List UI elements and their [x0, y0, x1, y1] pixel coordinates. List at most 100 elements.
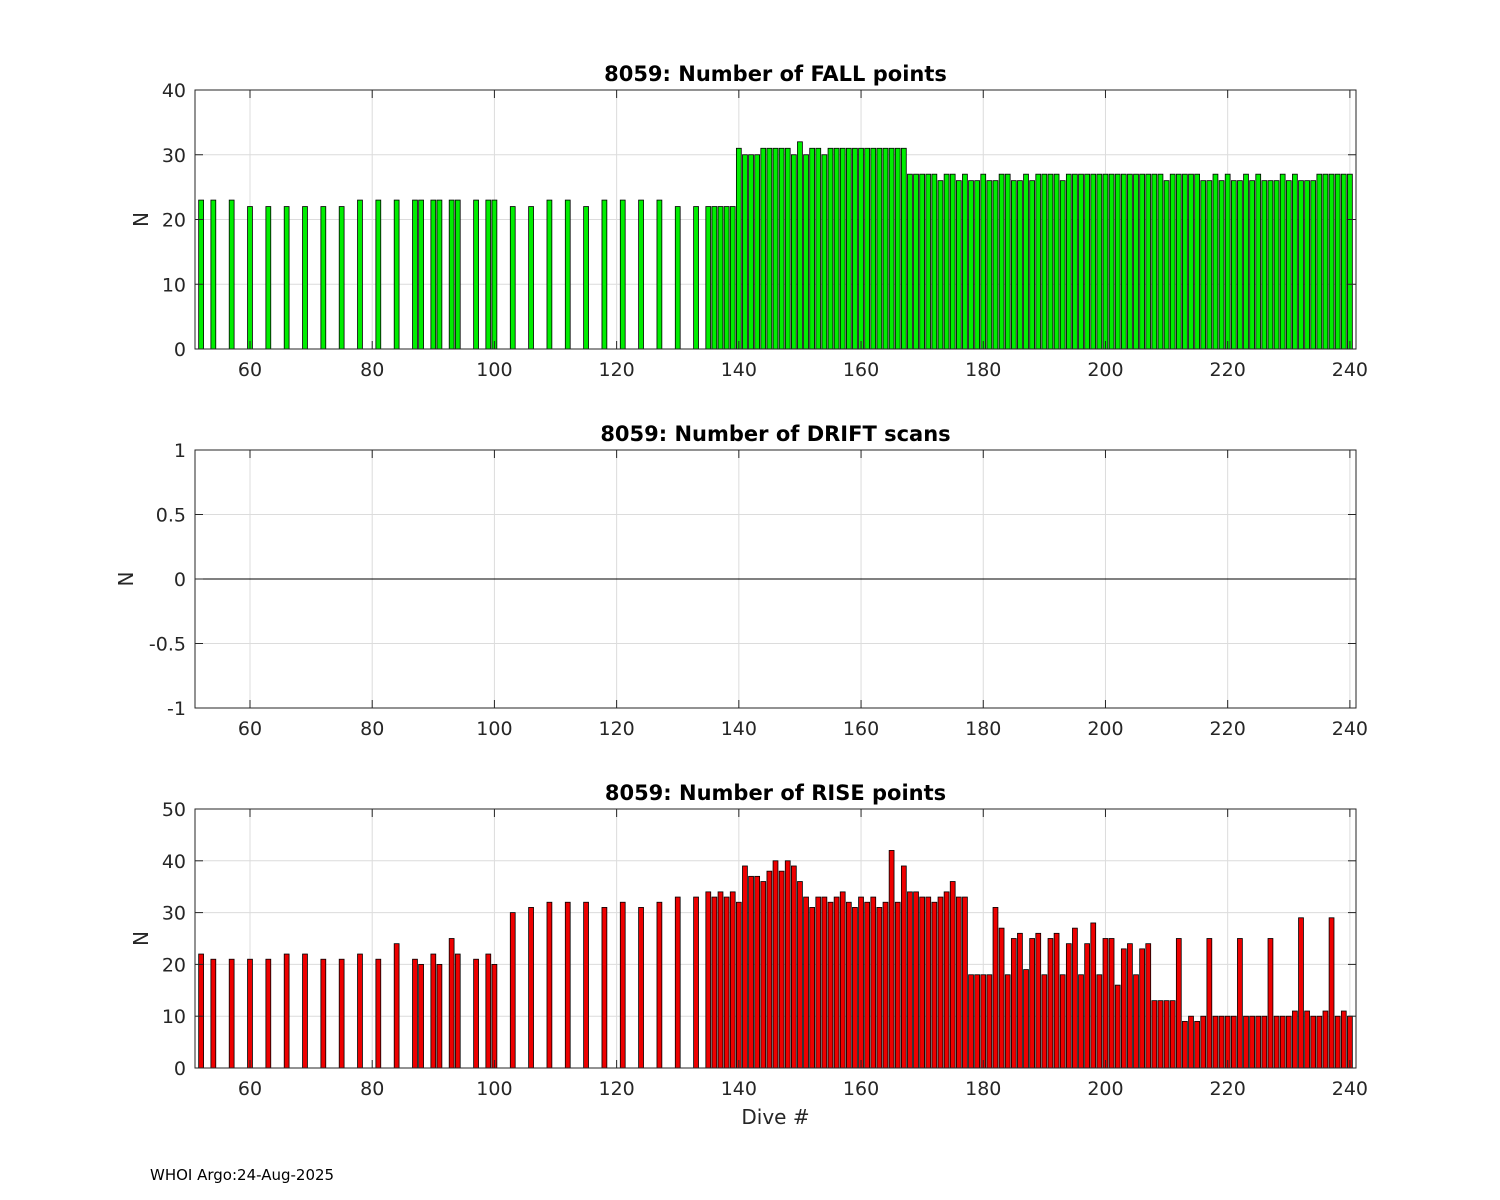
chart-title: 8059: Number of FALL points	[604, 62, 947, 86]
bar-fall-239	[1340, 173, 1347, 350]
bar-fall-106	[528, 206, 534, 350]
bar-rise-144	[760, 881, 767, 1069]
bar-fall-52	[198, 199, 204, 350]
chart-fall: 60 80 100 120 140 160 180 200 220 240 0 10 20 30 40 805…	[129, 62, 1368, 381]
y-tick-label: 0	[174, 1058, 186, 1080]
bar-rise-207	[1145, 943, 1152, 1069]
x-tick-label: 180	[965, 359, 1001, 381]
bar-rise-169	[913, 891, 919, 1069]
chart-title: 8059: Number of RISE points	[605, 781, 946, 805]
bar-rise-130	[674, 896, 681, 1069]
bar-fall-66	[283, 206, 290, 350]
bar-fall-206	[1139, 173, 1145, 350]
bar-fall-195	[1072, 173, 1078, 350]
bar-fall-75	[338, 206, 345, 350]
bar-fall-161	[864, 147, 871, 350]
bar-fall-223	[1243, 173, 1249, 350]
y-tick-label: 0	[174, 569, 186, 591]
bar-fall-143	[754, 154, 761, 350]
bar-fall-210	[1163, 180, 1170, 350]
bar-fall-163	[876, 147, 883, 350]
x-tick-label: 240	[1332, 718, 1368, 740]
bar-fall-189	[1035, 173, 1042, 350]
bar-rise-172	[931, 901, 938, 1069]
bar-rise-150	[797, 881, 803, 1069]
bar-rise-146	[772, 860, 779, 1069]
bar-rise-201	[1108, 938, 1115, 1069]
bar-fall-218	[1212, 173, 1219, 350]
bar-fall-162	[870, 147, 877, 350]
bar-fall-140	[735, 147, 742, 350]
bar-fall-168	[907, 173, 913, 350]
bar-rise-196	[1078, 974, 1084, 1069]
bar-fall-72	[320, 206, 327, 350]
y-tick-label: 40	[162, 851, 186, 873]
bar-rise-195	[1072, 927, 1078, 1069]
y-tick-label: 50	[162, 799, 186, 821]
bar-rise-155	[827, 901, 834, 1069]
bar-fall-133	[693, 206, 699, 350]
bar-rise-139	[729, 891, 736, 1069]
bar-rise-228	[1273, 1015, 1280, 1069]
bar-fall-238	[1334, 173, 1341, 350]
bar-fall-192	[1053, 173, 1060, 350]
x-tick-label: 60	[238, 718, 262, 740]
bar-fall-103	[509, 206, 516, 350]
bar-fall-63	[265, 206, 272, 350]
bar-rise-176	[955, 896, 962, 1069]
chart-drift: 60 80 100 120 140 160 180 200 220 240 -1 -0.5 0 0.5 1 8…	[114, 422, 1368, 740]
bar-fall-204	[1127, 173, 1133, 350]
bar-rise-167	[900, 865, 907, 1069]
bar-rise-231	[1292, 1010, 1298, 1069]
x-tick-label: 100	[476, 1078, 512, 1100]
bar-fall-94	[454, 199, 461, 350]
bar-fall-184	[1004, 173, 1011, 350]
bar-rise-230	[1285, 1015, 1292, 1069]
bar-rise-224	[1249, 1015, 1255, 1069]
bar-rise-185	[1010, 938, 1017, 1069]
y-tick-label: 0.5	[156, 505, 186, 527]
bar-rise-225	[1255, 1015, 1262, 1069]
bar-rise-133	[693, 896, 699, 1069]
bar-fall-233	[1304, 180, 1310, 350]
bar-rise-183	[998, 927, 1005, 1069]
bar-fall-231	[1292, 173, 1298, 350]
y-tick-label: -1	[167, 698, 186, 720]
bar-rise-235	[1316, 1015, 1323, 1069]
bar-rise-147	[778, 870, 785, 1069]
y-tick-label: 0	[174, 339, 186, 361]
bar-rise-90	[430, 953, 437, 1069]
x-tick-label: 140	[721, 1078, 757, 1100]
bar-rise-158	[845, 901, 852, 1069]
bar-fall-153	[815, 147, 822, 350]
bar-rise-157	[839, 891, 846, 1069]
bar-rise-210	[1163, 1000, 1170, 1069]
bar-fall-157	[839, 147, 846, 350]
bar-fall-109	[546, 199, 553, 350]
bar-fall-183	[998, 173, 1005, 350]
bar-rise-54	[210, 958, 217, 1069]
bar-rise-219	[1218, 1015, 1225, 1069]
bar-rise-52	[198, 953, 204, 1069]
bar-rise-191	[1047, 938, 1054, 1069]
bar-fall-160	[858, 147, 864, 350]
bar-fall-172	[931, 173, 938, 350]
bar-fall-156	[833, 147, 840, 350]
x-tick-label: 100	[476, 359, 512, 381]
bar-rise-152	[809, 907, 816, 1069]
bar-fall-57	[228, 199, 235, 350]
bar-rise-226	[1261, 1015, 1268, 1069]
bar-fall-185	[1010, 180, 1017, 350]
x-tick-label: 200	[1087, 1078, 1123, 1100]
bar-rise-121	[619, 901, 626, 1069]
bar-rise-99	[485, 953, 492, 1069]
x-tick-label: 180	[965, 718, 1001, 740]
bar-fall-220	[1224, 173, 1231, 350]
bar-fall-99	[485, 199, 492, 350]
bar-rise-145	[766, 870, 773, 1069]
bar-fall-91	[436, 199, 443, 350]
bar-fall-97	[473, 199, 479, 350]
y-axis-label: N	[129, 212, 153, 227]
x-tick-label: 80	[360, 359, 384, 381]
bar-fall-188	[1029, 180, 1035, 350]
